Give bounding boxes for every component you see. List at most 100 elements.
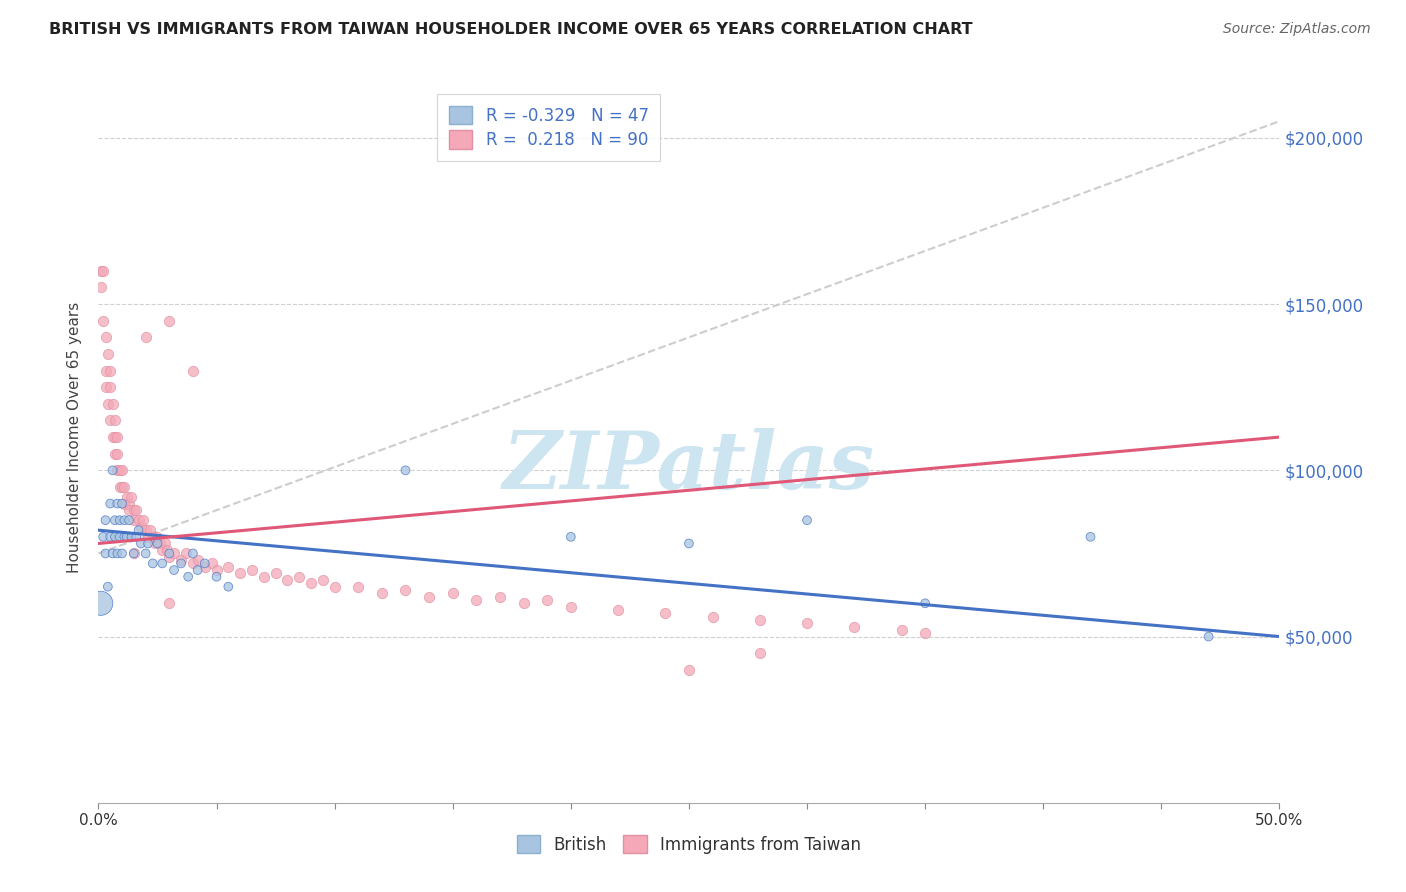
Point [205,570,228,584]
Point [101,546,124,560]
Text: Source: ZipAtlas.com: Source: ZipAtlas.com [1223,22,1371,37]
Point [146,530,169,544]
Point [1080,530,1102,544]
Point [128,513,150,527]
Point [98,363,121,377]
Point [101,463,124,477]
Point [607,603,630,617]
Point [132,513,155,527]
Text: ZIPatlas: ZIPatlas [503,427,875,505]
Point [150,557,173,571]
Point [560,599,582,614]
Point [163,546,186,560]
Point [98,530,121,544]
Point [142,557,165,571]
Point [111,497,134,511]
Point [112,530,135,544]
Point [91,314,114,328]
Point [796,616,818,631]
Point [748,613,770,627]
Point [678,536,700,550]
Point [108,530,131,544]
Point [142,530,165,544]
Point [104,430,127,444]
Point [104,447,127,461]
Point [194,559,217,574]
Point [90,596,112,610]
Point [654,607,676,621]
Point [253,570,276,584]
Point [97,347,120,361]
Point [97,397,120,411]
Point [205,563,228,577]
Point [98,380,121,394]
Point [217,580,239,594]
Point [181,546,204,560]
Point [914,596,936,610]
Point [111,480,134,494]
Point [115,530,138,544]
Point [104,530,127,544]
Point [108,463,131,477]
Point [181,557,204,571]
Point [323,580,346,594]
Point [118,513,141,527]
Legend: British, Immigrants from Taiwan: British, Immigrants from Taiwan [510,829,868,860]
Point [91,530,114,544]
Point [125,503,148,517]
Point [136,530,159,544]
Point [170,557,193,571]
Point [139,523,162,537]
Point [98,497,121,511]
Point [371,586,394,600]
Point [98,413,121,427]
Point [187,563,209,577]
Point [914,626,936,640]
Point [157,596,180,610]
Point [105,430,128,444]
Point [146,536,169,550]
Point [418,590,440,604]
Point [135,546,157,560]
Point [177,570,200,584]
Point [153,536,176,550]
Point [112,497,135,511]
Point [105,546,128,560]
Point [108,480,131,494]
Point [170,553,193,567]
Point [150,543,173,558]
Point [143,536,166,550]
Point [94,513,117,527]
Point [394,463,416,477]
Point [312,573,335,587]
Point [94,363,117,377]
Point [465,593,488,607]
Point [288,570,311,584]
Point [844,619,866,633]
Point [94,380,117,394]
Point [163,563,186,577]
Point [217,559,239,574]
Point [136,536,159,550]
Point [1198,630,1220,644]
Point [112,513,135,527]
Point [560,530,582,544]
Point [276,573,298,587]
Point [796,513,818,527]
Point [394,582,416,597]
Point [125,530,148,544]
Point [128,523,150,537]
Point [90,280,112,294]
Point [441,586,464,600]
Point [157,549,180,564]
Point [111,546,134,560]
Point [536,593,558,607]
Point [118,497,141,511]
Point [122,546,145,560]
Point [104,513,127,527]
Point [149,536,172,550]
Point [97,580,120,594]
Point [678,663,700,677]
Point [135,523,157,537]
Point [240,563,263,577]
